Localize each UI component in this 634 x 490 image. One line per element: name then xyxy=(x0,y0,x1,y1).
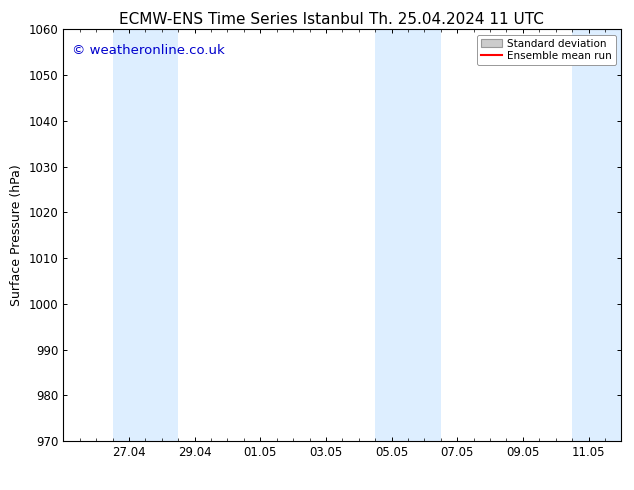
Y-axis label: Surface Pressure (hPa): Surface Pressure (hPa) xyxy=(10,164,23,306)
Bar xyxy=(572,29,621,441)
Bar xyxy=(375,29,441,441)
Text: Th. 25.04.2024 11 UTC: Th. 25.04.2024 11 UTC xyxy=(369,12,544,27)
Bar xyxy=(113,29,178,441)
Text: ECMW-ENS Time Series Istanbul: ECMW-ENS Time Series Istanbul xyxy=(119,12,363,27)
Text: © weatheronline.co.uk: © weatheronline.co.uk xyxy=(72,44,224,57)
Legend: Standard deviation, Ensemble mean run: Standard deviation, Ensemble mean run xyxy=(477,35,616,65)
